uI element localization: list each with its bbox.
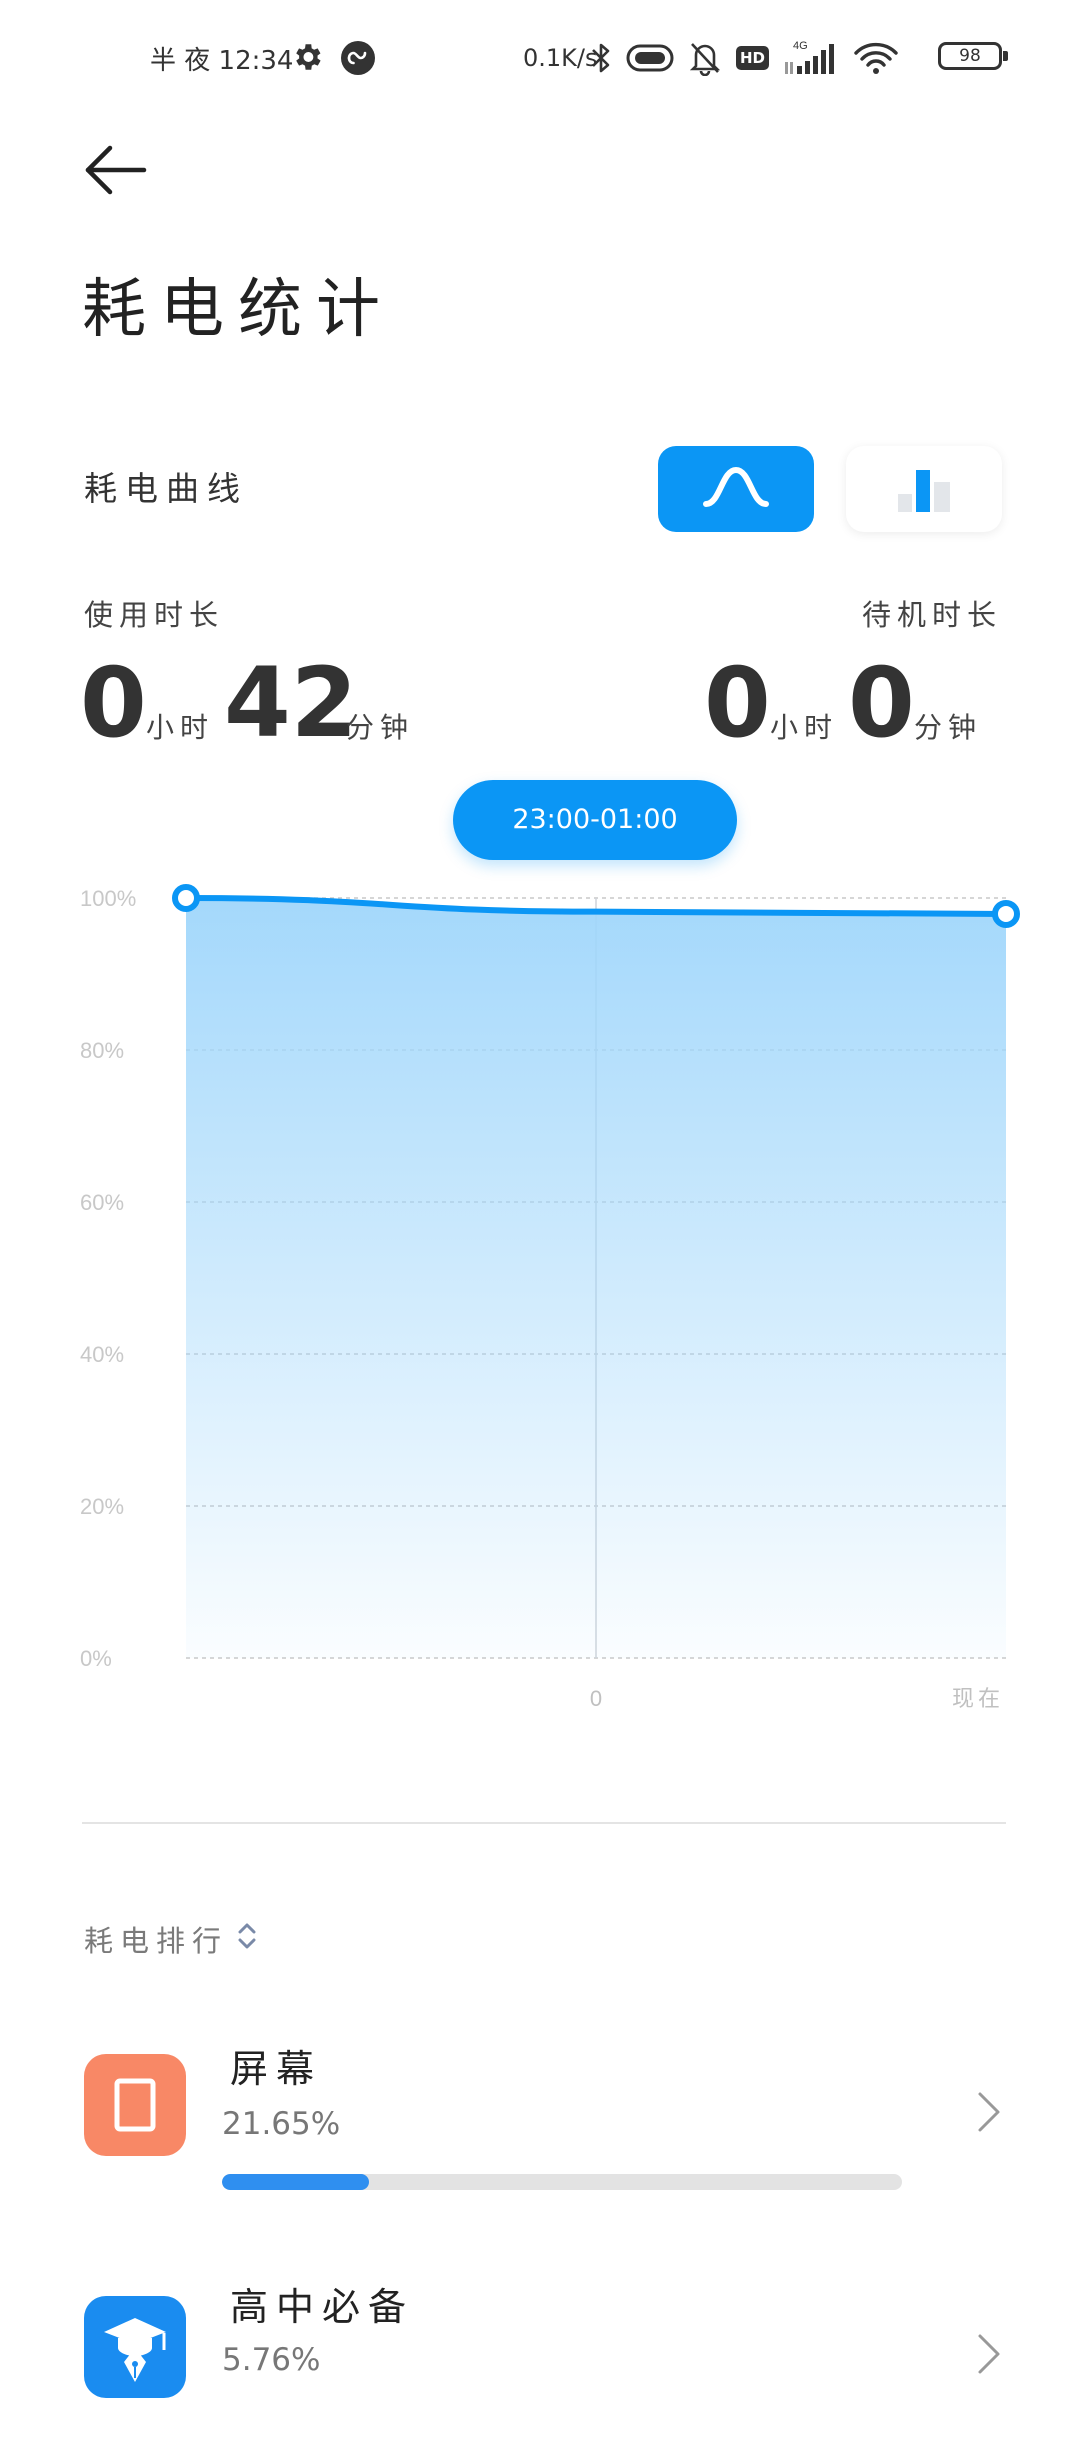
y-tick-label: 40% [80,1342,124,1367]
app-icon [341,41,375,75]
y-tick-label: 60% [80,1190,124,1215]
y-tick-label: 100% [80,886,136,911]
chevron-right-icon [978,2334,1000,2374]
series-line [185,895,1007,917]
battery-curve-chart[interactable]: 100% 80% 60% 40% 20% 0% 0 现在 [0,870,1080,1730]
network-speed: 0.1K/s [523,44,598,72]
gear-icon [296,44,321,70]
ranking-progress-fill [222,2174,370,2190]
usage-minutes-unit: 分钟 [346,711,415,744]
curve-view-toggle[interactable] [658,446,814,532]
hd-icon: HD [736,46,770,70]
ranking-icon-bg [84,2296,186,2398]
x-tick-label: 0 [590,1686,602,1711]
status-bar: 半 夜 12:34 0.1K/s HD 4G [0,0,1080,120]
status-icons: HD 4G [590,38,899,78]
sort-toggle-icon[interactable] [236,1918,258,1954]
curve-icon [703,466,769,507]
bar-chart-icon [898,470,950,512]
back-arrow-icon[interactable] [82,140,152,200]
usage-minutes: 42 [224,647,358,759]
ranking-item-app[interactable]: 高中必备 5.76% [0,2252,1080,2452]
ranking-icon-bg [84,2054,186,2156]
data-point[interactable] [172,884,200,912]
screen-icon [114,2078,156,2132]
ranking-item-name: 屏幕 [230,2047,323,2091]
page-title: 耗电统计 [82,273,394,347]
standby-hours: 0 [704,647,771,759]
usage-hours: 0 [80,647,147,759]
ranking-item-percent: 21.65% [222,2106,341,2142]
status-time: 半 夜 12:34 [150,46,294,76]
ranking-item-percent: 5.76% [222,2342,321,2378]
standby-hours-unit: 小时 [770,711,839,744]
standby-minutes: 0 [848,647,915,759]
data-point[interactable] [992,899,1020,928]
graduation-pen-icon [104,2318,166,2382]
bluetooth-icon [592,43,610,73]
battery-level: 98 [959,46,981,66]
curve-section-label: 耗电曲线 [84,469,248,508]
vibrate-icon [626,44,674,72]
usage-hours-unit: 小时 [146,711,215,744]
y-tick-label: 80% [80,1038,124,1063]
y-tick-label: 0% [80,1646,112,1671]
ranking-item-screen[interactable]: 屏幕 21.65% [0,2010,1080,2210]
svg-text:4G: 4G [793,40,808,52]
battery-icon: 98 [938,42,1008,70]
time-range-pill[interactable]: 23:00-01:00 [453,780,737,860]
cell-signal-icon: 4G [785,40,835,74]
wifi-icon [854,42,898,74]
bell-off-icon [689,43,721,76]
usage-duration-label: 使用时长 [84,598,225,632]
y-tick-label: 20% [80,1494,124,1519]
chevron-right-icon [978,2092,1000,2132]
standby-duration-label: 待机时长 [861,598,1002,632]
bar-view-toggle[interactable] [846,446,1002,532]
ranking-progress-track [222,2174,902,2190]
section-divider [82,1822,1006,1824]
standby-minutes-unit: 分钟 [914,711,983,744]
ranking-label: 耗电排行 [84,1924,229,1958]
series-area [186,898,1006,1658]
x-tick-label: 现在 [952,1686,1004,1711]
ranking-item-name: 高中必备 [230,2285,415,2329]
